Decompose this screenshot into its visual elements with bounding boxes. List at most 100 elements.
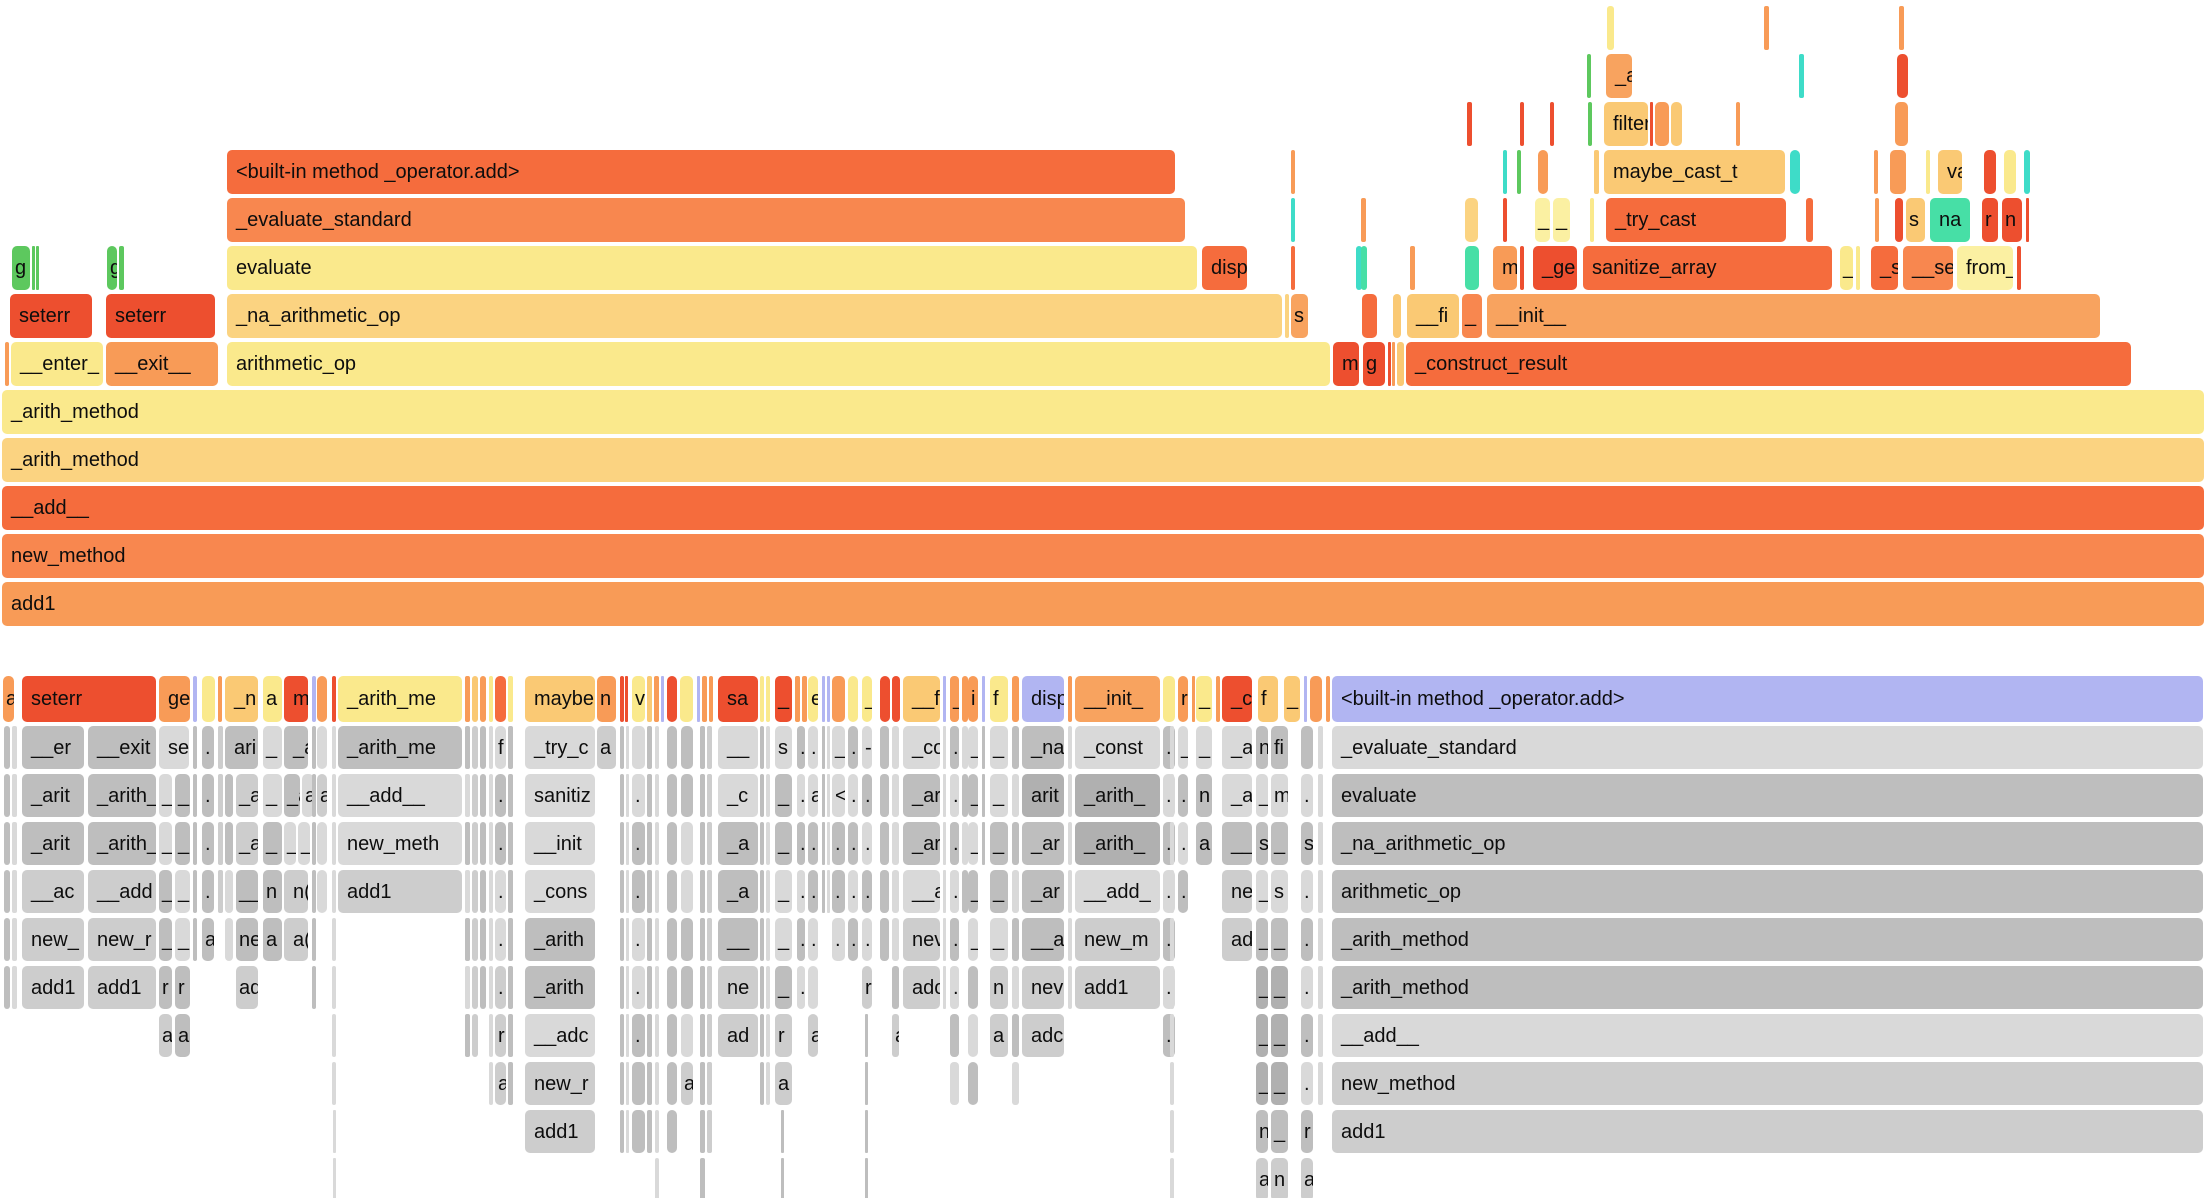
frame-block[interactable]: __init_ <box>1075 676 1160 722</box>
highlighted-frame-block[interactable] <box>312 676 316 722</box>
frame-block[interactable] <box>1318 870 1323 913</box>
frame-block[interactable] <box>12 966 17 1009</box>
highlighted-frame-block[interactable]: <built-in method _operator.add> <box>1332 676 2203 722</box>
frame-block[interactable]: . <box>1301 1062 1313 1105</box>
frame-block[interactable] <box>508 676 513 722</box>
frame-block[interactable]: _ <box>1271 1014 1288 1057</box>
frame-block[interactable]: . <box>808 726 818 769</box>
frame-block[interactable] <box>962 774 968 817</box>
frame-block[interactable] <box>880 870 889 913</box>
frame-block[interactable]: r <box>175 966 190 1009</box>
frame-block[interactable]: a <box>1301 1158 1313 1198</box>
frame-block[interactable] <box>472 822 478 865</box>
frame-block[interactable] <box>647 1014 652 1057</box>
frame-block[interactable]: e <box>808 676 818 722</box>
frame-block[interactable]: a <box>892 1014 899 1057</box>
frame-block[interactable] <box>827 774 830 817</box>
frame-block[interactable]: . <box>1301 870 1313 913</box>
frame-block[interactable] <box>1926 150 1930 194</box>
frame-block[interactable]: maybe <box>525 676 595 722</box>
frame-block[interactable] <box>620 870 624 913</box>
frame-block[interactable] <box>508 774 513 817</box>
frame-block[interactable]: __er <box>22 726 84 769</box>
frame-block[interactable] <box>4 822 10 865</box>
frame-block[interactable]: . <box>848 822 858 865</box>
frame-block[interactable] <box>1671 102 1682 146</box>
frame-block[interactable] <box>982 774 985 817</box>
frame-block[interactable] <box>36 246 39 290</box>
frame-block[interactable] <box>626 774 629 817</box>
frame-block[interactable] <box>865 1014 868 1057</box>
frame-block[interactable]: fi <box>1271 726 1288 769</box>
frame-block[interactable] <box>620 966 624 1009</box>
frame-block[interactable] <box>827 870 830 913</box>
frame-block[interactable] <box>892 774 899 817</box>
frame-block[interactable] <box>12 726 17 769</box>
frame-block[interactable] <box>647 918 652 961</box>
frame-block[interactable] <box>620 1110 624 1153</box>
frame-block[interactable]: _ <box>968 774 978 817</box>
frame-block[interactable] <box>647 966 652 1009</box>
frame-block[interactable]: . <box>950 822 959 865</box>
frame-block[interactable] <box>1163 676 1175 722</box>
frame-block[interactable] <box>655 1110 659 1153</box>
frame-block[interactable]: new_r <box>525 1062 595 1105</box>
frame-block[interactable]: _ <box>1256 918 1268 961</box>
frame-block[interactable] <box>2004 150 2016 194</box>
frame-block[interactable] <box>1170 1062 1174 1105</box>
frame-block[interactable] <box>1874 150 1878 194</box>
frame-block[interactable]: __ <box>718 726 758 769</box>
frame-block[interactable] <box>508 918 513 961</box>
frame-block[interactable] <box>655 1062 659 1105</box>
frame-block[interactable] <box>1356 246 1362 290</box>
frame-block[interactable] <box>962 870 968 913</box>
frame-block[interactable] <box>1465 246 1479 290</box>
frame-block[interactable] <box>700 726 705 769</box>
frame-block[interactable] <box>2026 198 2029 242</box>
frame-block[interactable] <box>1895 102 1908 146</box>
frame-block[interactable]: new_r <box>88 918 156 961</box>
frame-block[interactable]: . <box>495 918 506 961</box>
frame-block[interactable]: . <box>950 774 959 817</box>
frame-block[interactable] <box>709 676 713 722</box>
frame-block[interactable] <box>332 1062 336 1105</box>
frame-block[interactable]: . <box>797 870 805 913</box>
frame-block[interactable] <box>620 1062 624 1105</box>
frame-block[interactable] <box>655 870 659 913</box>
frame-block[interactable] <box>1588 102 1592 146</box>
frame-block[interactable]: _a <box>1222 726 1252 769</box>
frame-block[interactable]: _c <box>718 774 758 817</box>
frame-block[interactable]: _ <box>175 870 190 913</box>
frame-block[interactable]: __ <box>1222 822 1252 865</box>
frame-block[interactable]: _ <box>990 822 1008 865</box>
frame-block[interactable] <box>655 1158 659 1198</box>
frame-block[interactable] <box>647 774 652 817</box>
highlighted-frame-block[interactable] <box>943 676 946 722</box>
highlighted-frame-block[interactable] <box>193 676 197 722</box>
frame-block[interactable] <box>1517 150 1521 194</box>
frame-block[interactable] <box>707 1110 712 1153</box>
frame-block[interactable]: _ <box>968 870 978 913</box>
frame-block[interactable]: _evaluate_standard <box>1332 726 2203 769</box>
frame-block[interactable]: __add_ <box>1075 870 1160 913</box>
frame-block[interactable] <box>822 822 825 865</box>
frame-block[interactable] <box>5 342 9 386</box>
frame-block[interactable] <box>480 676 486 722</box>
frame-block[interactable]: . <box>862 918 872 961</box>
frame-block[interactable] <box>472 676 478 722</box>
frame-block[interactable]: . <box>1178 774 1188 817</box>
frame-block[interactable] <box>312 870 316 913</box>
frame-block[interactable] <box>472 870 478 913</box>
frame-block[interactable] <box>225 870 233 913</box>
frame-block[interactable]: _na <box>1022 726 1064 769</box>
frame-block[interactable]: a <box>317 774 327 817</box>
frame-block[interactable]: . <box>797 918 805 961</box>
frame-block[interactable] <box>2017 246 2021 290</box>
frame-block[interactable] <box>647 1110 652 1153</box>
frame-block[interactable] <box>707 870 712 913</box>
frame-block[interactable]: ne <box>718 966 758 1009</box>
highlighted-frame-block[interactable] <box>982 676 985 722</box>
frame-block[interactable] <box>681 774 693 817</box>
frame-block[interactable] <box>1012 1062 1019 1105</box>
frame-block[interactable]: r <box>1301 1110 1313 1153</box>
